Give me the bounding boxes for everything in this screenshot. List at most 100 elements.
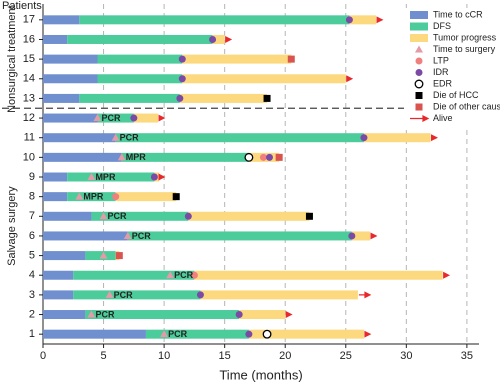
y-tick-label: 7 <box>29 210 35 222</box>
marker <box>123 231 132 239</box>
y-tick-label: 11 <box>24 132 35 144</box>
bar-segment <box>67 172 155 182</box>
legend-label: IDR <box>433 67 449 77</box>
bar-segment <box>43 34 68 44</box>
bar-segment <box>43 15 80 25</box>
x-tick-label: 30 <box>400 350 412 362</box>
marker <box>360 134 368 142</box>
bar-segment <box>91 211 189 221</box>
legend-label: DFS <box>433 21 451 31</box>
marker <box>364 330 372 338</box>
x-tick-label: 5 <box>100 350 106 362</box>
y-tick-label: 2 <box>29 308 35 320</box>
bar-segment <box>194 270 443 280</box>
marker <box>158 114 166 122</box>
legend-label: Time to cCR <box>433 9 483 19</box>
bar-segment <box>43 270 74 280</box>
bar-segment <box>43 54 98 64</box>
y-tick-label: 15 <box>23 53 35 65</box>
marker <box>184 212 192 220</box>
legend-swatch <box>410 11 428 19</box>
bar-segment <box>43 192 68 202</box>
marker <box>346 75 354 83</box>
bar-segment <box>79 15 350 25</box>
y-tick-label: 8 <box>29 191 35 203</box>
marker <box>166 271 175 279</box>
y-tick-label: 5 <box>29 249 35 261</box>
y-tick-label: 4 <box>29 269 35 281</box>
marker <box>345 16 353 24</box>
legend-label: Tumor progress <box>433 32 497 42</box>
marker <box>285 311 293 318</box>
bar-segment <box>239 310 286 320</box>
bar-segment <box>43 310 86 320</box>
bar-segment <box>43 172 68 182</box>
marker <box>265 153 273 161</box>
bar-segment <box>212 34 225 44</box>
legend-swatch <box>415 69 423 76</box>
bar-segment <box>182 74 346 84</box>
legend-label: Alive <box>433 113 453 123</box>
marker <box>275 153 283 161</box>
marker <box>235 311 243 319</box>
bar-segment <box>127 231 352 241</box>
legend-label: Die of HCC <box>433 90 479 100</box>
bar-segment <box>43 329 146 339</box>
marker <box>244 152 254 162</box>
marker <box>158 173 166 181</box>
marker <box>370 232 378 240</box>
y-tick-label: 17 <box>23 14 35 26</box>
bar-segment <box>179 93 268 103</box>
marker <box>75 192 84 200</box>
x-tick-label: 10 <box>158 350 170 362</box>
bar-segment <box>43 93 80 103</box>
bar-segment <box>43 133 116 143</box>
bar-segment <box>97 74 183 84</box>
bar-segment <box>363 133 431 143</box>
y-tick-label: 14 <box>23 73 35 85</box>
marker <box>99 251 108 259</box>
y-tick-label: 10 <box>23 151 35 163</box>
marker <box>305 212 313 220</box>
legend-swatch <box>415 92 423 99</box>
marker <box>190 271 198 279</box>
x-tick-label: 20 <box>279 350 291 362</box>
x-axis-title: Time (months) <box>219 367 302 382</box>
legend-label: LTP <box>433 55 449 65</box>
x-tick-label: 35 <box>461 350 473 362</box>
marker <box>172 193 180 201</box>
marker <box>176 94 184 102</box>
marker <box>93 114 102 122</box>
marker <box>115 252 123 260</box>
y-tick-label: 9 <box>29 171 35 183</box>
bar-segment <box>115 133 364 143</box>
marker <box>150 173 158 181</box>
bar-segment <box>43 290 74 300</box>
bar-segment <box>85 251 116 261</box>
bar-segment <box>182 54 292 64</box>
marker <box>178 55 186 63</box>
bar-segment <box>97 113 134 123</box>
marker <box>431 134 438 142</box>
response-label: PCR <box>120 133 140 143</box>
marker <box>348 232 356 240</box>
bar-segment <box>133 113 159 123</box>
y-tick-label: 6 <box>29 230 35 242</box>
bar-segment <box>188 211 310 221</box>
response-label: MPR <box>83 192 104 202</box>
x-tick-label: 25 <box>340 350 352 362</box>
bar-segment <box>349 15 377 25</box>
bar-segment <box>43 231 128 241</box>
bar-segment <box>43 74 98 84</box>
response-label: PCR <box>114 290 134 300</box>
marker <box>87 310 96 318</box>
bar-segment <box>351 231 370 241</box>
bar-segment <box>85 310 240 320</box>
bar-segment <box>73 290 201 300</box>
legend-swatch <box>415 45 423 53</box>
marker <box>443 271 451 279</box>
response-label: PCR <box>132 231 152 241</box>
bar-segment <box>67 34 213 44</box>
response-label: MPR <box>95 172 116 182</box>
